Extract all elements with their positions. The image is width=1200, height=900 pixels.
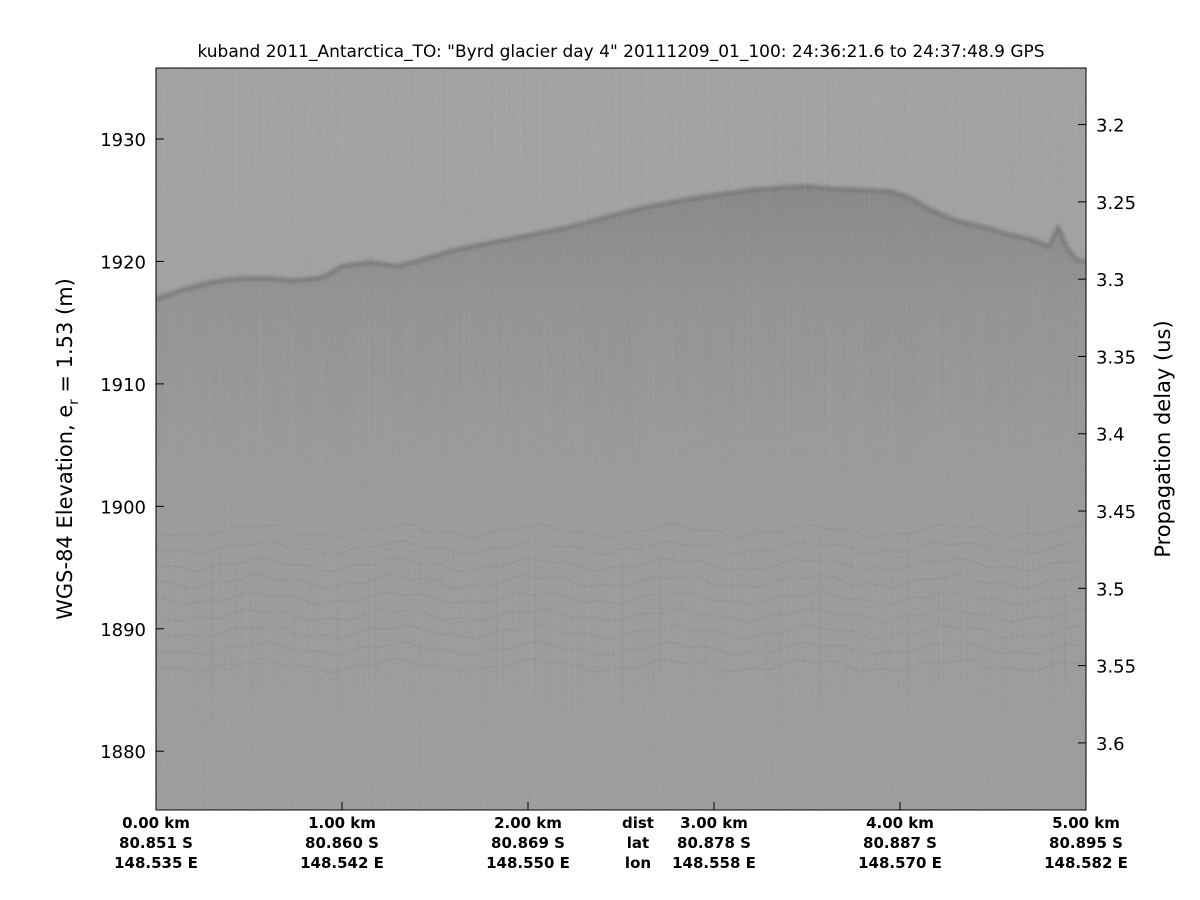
x-axis: 0.00 km 80.851 S 148.535 E 1.00 km 80.860 S 1… [114, 802, 1128, 872]
right-tick-label: 3.2 [1096, 116, 1125, 137]
right-tick-label: 3.45 [1096, 502, 1136, 523]
left-y-axis: 1880 1890 1900 1910 1920 1930 [100, 130, 164, 763]
right-tick-label: 3.4 [1096, 425, 1125, 446]
y-tick-label: 1910 [100, 375, 146, 396]
x-tick-lat: 80.895 S [1049, 834, 1123, 852]
y-tick-label: 1890 [100, 620, 146, 641]
right-y-axis-label: Propagation delay (us) [1151, 320, 1175, 557]
right-y-axis: 3.2 3.25 3.3 3.35 3.4 3.45 3.5 3.55 3.6 [1078, 116, 1136, 755]
x-tick-lat: 80.887 S [863, 834, 937, 852]
x-tick-dist: 2.00 km [494, 814, 562, 832]
x-tick-lat: 80.851 S [119, 834, 193, 852]
vertical-streak-texture [156, 68, 1086, 810]
x-tick-lat: 80.860 S [305, 834, 379, 852]
x-tick-lon: 148.570 E [858, 854, 942, 872]
x-tick-lon: 148.582 E [1044, 854, 1128, 872]
y-tick-label: 1930 [100, 130, 146, 151]
chart-title: kuband 2011_Antarctica_TO: "Byrd glacier… [197, 42, 1044, 62]
x-tick-dist: 5.00 km [1052, 814, 1120, 832]
x-tick-lon: 148.550 E [486, 854, 570, 872]
right-tick-label: 3.35 [1096, 347, 1136, 368]
x-row-label-lat: lat [627, 834, 649, 852]
x-tick-lon: 148.542 E [300, 854, 384, 872]
x-tick-dist: 4.00 km [866, 814, 934, 832]
radar-echogram-image [156, 68, 1086, 810]
plot-frame [155, 67, 1087, 811]
y-tick-label: 1900 [100, 497, 146, 518]
right-tick-label: 3.25 [1096, 193, 1136, 214]
x-tick-dist: 1.00 km [308, 814, 376, 832]
right-tick-label: 3.5 [1096, 579, 1125, 600]
y-tick-label: 1880 [100, 742, 146, 763]
x-tick-dist: 3.00 km [680, 814, 748, 832]
y-tick-label: 1920 [100, 252, 146, 273]
x-row-label-dist: dist [622, 814, 654, 832]
x-tick-dist: 0.00 km [122, 814, 190, 832]
x-tick-lat: 80.878 S [677, 834, 751, 852]
x-row-label-lon: lon [625, 854, 651, 872]
y-axis-label: WGS-84 Elevation, er = 1.53 (m) [53, 278, 82, 620]
x-tick-lat: 80.869 S [491, 834, 565, 852]
right-tick-label: 3.55 [1096, 657, 1136, 678]
x-tick-lon: 148.558 E [672, 854, 756, 872]
right-tick-label: 3.3 [1096, 270, 1125, 291]
right-tick-label: 3.6 [1096, 734, 1125, 755]
x-tick-lon: 148.535 E [114, 854, 198, 872]
